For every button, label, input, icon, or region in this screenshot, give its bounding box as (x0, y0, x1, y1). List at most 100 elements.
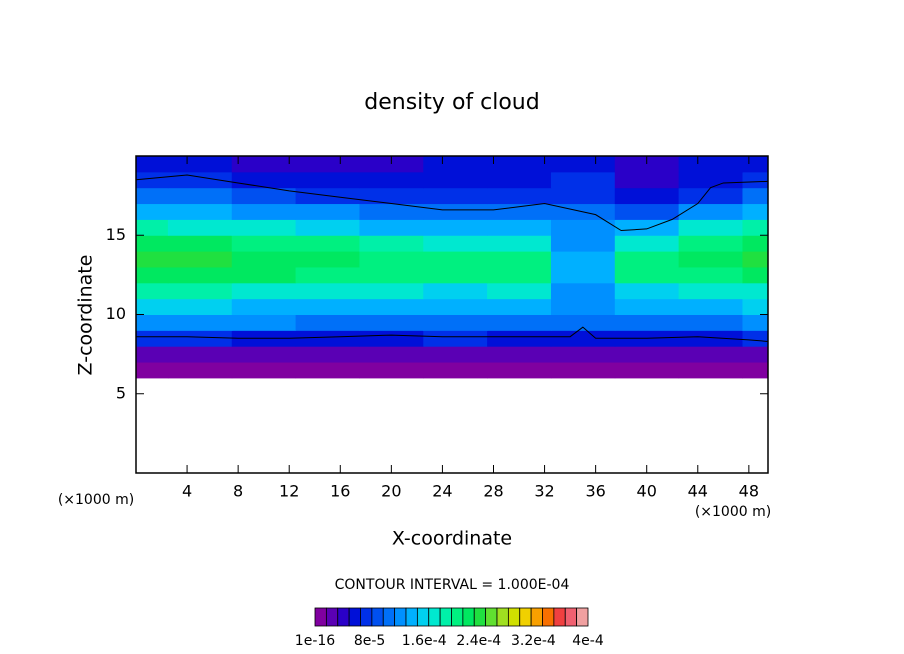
field-cell (167, 235, 233, 252)
field-cell (614, 219, 680, 236)
colorbar-box (405, 607, 418, 627)
x-tick-label: 16 (330, 482, 350, 501)
colorbar-box (473, 607, 487, 627)
colorbar-box (553, 607, 566, 627)
field-cell (167, 314, 233, 331)
x-unit: (×1000 m) (695, 504, 771, 520)
field-cell (487, 235, 552, 252)
field-cell (678, 235, 743, 252)
field-cell (423, 282, 488, 300)
field-cell (295, 282, 360, 300)
colorbar-box (519, 607, 532, 627)
field-cell (423, 171, 488, 189)
field-cell (742, 203, 768, 220)
field-cell (487, 362, 552, 379)
field-cell (423, 235, 488, 252)
field-cell (550, 314, 616, 331)
field-cell (231, 282, 297, 300)
field-cell (550, 171, 616, 189)
field-cell (359, 298, 424, 315)
y-axis-label: Z-coordinate (75, 255, 97, 376)
field-cell (136, 282, 169, 300)
colorbar-box (576, 607, 589, 627)
field-cell (231, 203, 297, 220)
x-tick-label: 4 (182, 482, 192, 501)
x-axis-label: X-coordinate (392, 528, 512, 550)
field-cell (231, 266, 297, 284)
field-cell (678, 187, 743, 205)
field-cell (742, 266, 768, 284)
x-tick-label: 40 (637, 482, 657, 501)
field-cell (136, 346, 169, 363)
field-cell (742, 251, 768, 268)
field-cell (614, 266, 680, 284)
x-tick-label: 48 (739, 482, 759, 501)
colorbar-box (485, 607, 498, 627)
field-cell (136, 314, 169, 331)
field-cell (614, 203, 680, 220)
field-cell (136, 298, 169, 315)
field-cell (423, 251, 488, 268)
field-cell (742, 330, 768, 347)
field-cell (678, 330, 743, 347)
field-cell (550, 187, 616, 205)
x-tick-label: 12 (279, 482, 299, 501)
colorbar-box (314, 607, 327, 627)
colorbar-box (416, 607, 430, 627)
field-cell (423, 219, 488, 236)
field-cell (742, 156, 768, 173)
colorbar-box (394, 607, 407, 627)
field-cell (136, 171, 169, 189)
colorbar-box (348, 607, 361, 627)
field-cell (423, 187, 488, 205)
field-cell (136, 251, 169, 268)
field-cell (231, 219, 297, 236)
colorbar-box (439, 607, 452, 627)
field-cell (742, 171, 768, 189)
field-cell (742, 346, 768, 363)
field-cell (231, 171, 297, 189)
field-cell (614, 362, 680, 379)
colorbar-box (325, 607, 339, 627)
field-cell (295, 203, 360, 220)
field-cell (231, 187, 297, 205)
chart-title: density of cloud (364, 90, 539, 115)
field-cell (487, 330, 552, 347)
field-cell (231, 156, 297, 173)
field-cell (359, 362, 424, 379)
field-cell (742, 298, 768, 315)
field-cell (359, 187, 424, 205)
field-cell (231, 251, 297, 268)
field-cell (614, 187, 680, 205)
field-cell (359, 266, 424, 284)
field-cell (359, 251, 424, 268)
field-cell (231, 298, 297, 315)
y-tick-label: 5 (116, 383, 126, 402)
field-cell (550, 266, 616, 284)
field-cell (487, 187, 552, 205)
field-cell (614, 346, 680, 363)
field-cell (295, 251, 360, 268)
field-cell (487, 298, 552, 315)
x-tick-label: 20 (381, 482, 401, 501)
field-cell (167, 203, 233, 220)
colorbar-box (462, 607, 475, 627)
field-cell (359, 346, 424, 363)
field-cell (167, 251, 233, 268)
colorbar-box (360, 607, 373, 627)
field-cell (359, 235, 424, 252)
colorbar-box (507, 607, 521, 627)
field-cell (614, 156, 680, 173)
field-cell (136, 235, 169, 252)
field-cell (423, 203, 488, 220)
colorbar-box (371, 607, 384, 627)
field-cell (423, 314, 488, 331)
x-tick-label: 8 (233, 482, 243, 501)
field-cell (678, 282, 743, 300)
field-cell (423, 266, 488, 284)
colorbar-label: 2.4e-4 (456, 633, 501, 649)
y-unit: (×1000 m) (58, 492, 134, 508)
colorbar-box (564, 607, 578, 627)
field-cell (423, 330, 488, 347)
